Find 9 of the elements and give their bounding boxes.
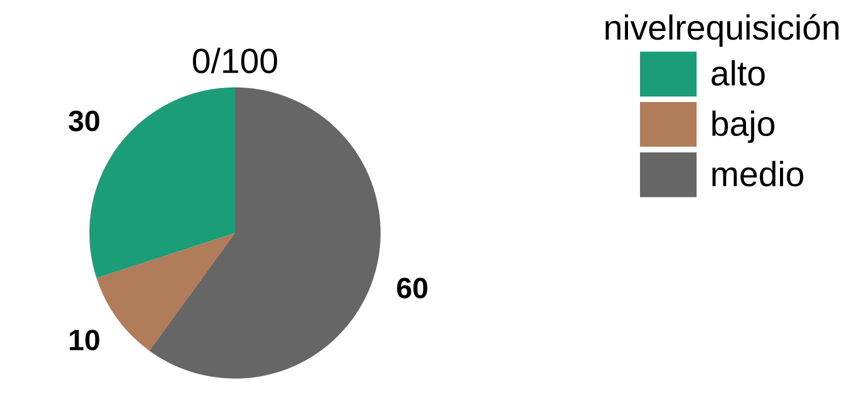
legend-label: alto — [712, 60, 765, 86]
pie-slice — [149, 87, 381, 379]
data-label: 60 — [397, 278, 428, 298]
legend-label: bajo — [712, 110, 774, 143]
data-label: 30 — [68, 110, 100, 132]
text: 0/100 — [192, 48, 278, 74]
legend-label: medio — [712, 160, 804, 186]
legend-title: nivelrequisición — [606, 14, 838, 47]
data-label: 10 — [70, 330, 100, 350]
